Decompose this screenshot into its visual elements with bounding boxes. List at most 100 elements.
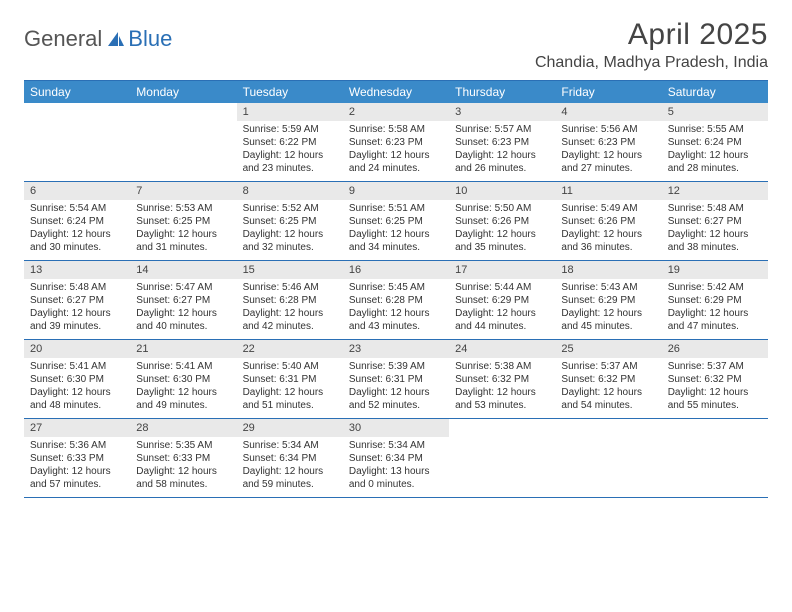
sunrise-line: Sunrise: 5:42 AM bbox=[668, 281, 762, 294]
sunrise-line: Sunrise: 5:53 AM bbox=[136, 202, 230, 215]
week-row: 20Sunrise: 5:41 AMSunset: 6:30 PMDayligh… bbox=[24, 340, 768, 419]
sunrise-line: Sunrise: 5:43 AM bbox=[561, 281, 655, 294]
day-cell: 17Sunrise: 5:44 AMSunset: 6:29 PMDayligh… bbox=[449, 261, 555, 339]
sunset-line: Sunset: 6:29 PM bbox=[668, 294, 762, 307]
day-cell: 13Sunrise: 5:48 AMSunset: 6:27 PMDayligh… bbox=[24, 261, 130, 339]
sunrise-line: Sunrise: 5:52 AM bbox=[243, 202, 337, 215]
daylight-line: Daylight: 12 hours and 52 minutes. bbox=[349, 386, 443, 412]
sunset-line: Sunset: 6:31 PM bbox=[243, 373, 337, 386]
day-body: Sunrise: 5:51 AMSunset: 6:25 PMDaylight:… bbox=[343, 200, 449, 258]
daylight-line: Daylight: 12 hours and 31 minutes. bbox=[136, 228, 230, 254]
sunrise-line: Sunrise: 5:51 AM bbox=[349, 202, 443, 215]
week-row: 27Sunrise: 5:36 AMSunset: 6:33 PMDayligh… bbox=[24, 419, 768, 498]
day-cell bbox=[449, 419, 555, 497]
sunset-line: Sunset: 6:22 PM bbox=[243, 136, 337, 149]
daylight-line: Daylight: 12 hours and 36 minutes. bbox=[561, 228, 655, 254]
day-cell: 19Sunrise: 5:42 AMSunset: 6:29 PMDayligh… bbox=[662, 261, 768, 339]
daylight-line: Daylight: 12 hours and 54 minutes. bbox=[561, 386, 655, 412]
sunset-line: Sunset: 6:26 PM bbox=[561, 215, 655, 228]
day-body: Sunrise: 5:45 AMSunset: 6:28 PMDaylight:… bbox=[343, 279, 449, 337]
day-body bbox=[24, 119, 130, 125]
day-number: 25 bbox=[555, 340, 661, 358]
sunrise-line: Sunrise: 5:48 AM bbox=[668, 202, 762, 215]
logo: General Blue bbox=[24, 18, 172, 52]
day-number: 19 bbox=[662, 261, 768, 279]
day-number bbox=[662, 419, 768, 435]
day-number bbox=[555, 419, 661, 435]
daylight-line: Daylight: 13 hours and 0 minutes. bbox=[349, 465, 443, 491]
day-body: Sunrise: 5:46 AMSunset: 6:28 PMDaylight:… bbox=[237, 279, 343, 337]
sunset-line: Sunset: 6:26 PM bbox=[455, 215, 549, 228]
day-cell: 11 Sunrise: 5:49 AMSunset: 6:26 PMDayligh… bbox=[555, 182, 661, 260]
day-body bbox=[662, 435, 768, 441]
sunset-line: Sunset: 6:23 PM bbox=[561, 136, 655, 149]
day-cell: 15Sunrise: 5:46 AMSunset: 6:28 PMDayligh… bbox=[237, 261, 343, 339]
day-cell: 9Sunrise: 5:51 AMSunset: 6:25 PMDaylight… bbox=[343, 182, 449, 260]
daylight-line: Daylight: 12 hours and 53 minutes. bbox=[455, 386, 549, 412]
daylight-line: Daylight: 12 hours and 38 minutes. bbox=[668, 228, 762, 254]
daylight-line: Daylight: 12 hours and 42 minutes. bbox=[243, 307, 337, 333]
weekday-header: Tuesday bbox=[237, 81, 343, 103]
daylight-line: Daylight: 12 hours and 27 minutes. bbox=[561, 149, 655, 175]
week-row: 1Sunrise: 5:59 AMSunset: 6:22 PMDaylight… bbox=[24, 103, 768, 182]
day-cell: 6Sunrise: 5:54 AMSunset: 6:24 PMDaylight… bbox=[24, 182, 130, 260]
daylight-line: Daylight: 12 hours and 30 minutes. bbox=[30, 228, 124, 254]
day-body: Sunrise: 5:52 AMSunset: 6:25 PMDaylight:… bbox=[237, 200, 343, 258]
sunrise-line: Sunrise: 5:37 AM bbox=[668, 360, 762, 373]
day-body: Sunrise: 5:58 AMSunset: 6:23 PMDaylight:… bbox=[343, 121, 449, 179]
sunrise-line: Sunrise: 5:47 AM bbox=[136, 281, 230, 294]
daylight-line: Daylight: 12 hours and 24 minutes. bbox=[349, 149, 443, 175]
logo-text-blue: Blue bbox=[128, 26, 172, 52]
day-cell: 12Sunrise: 5:48 AMSunset: 6:27 PMDayligh… bbox=[662, 182, 768, 260]
sunset-line: Sunset: 6:27 PM bbox=[668, 215, 762, 228]
location-subtitle: Chandia, Madhya Pradesh, India bbox=[535, 54, 768, 72]
sunset-line: Sunset: 6:34 PM bbox=[243, 452, 337, 465]
day-cell: 16Sunrise: 5:45 AMSunset: 6:28 PMDayligh… bbox=[343, 261, 449, 339]
daylight-line: Daylight: 12 hours and 59 minutes. bbox=[243, 465, 337, 491]
day-number: 23 bbox=[343, 340, 449, 358]
weekday-header: Sunday bbox=[24, 81, 130, 103]
daylight-line: Daylight: 12 hours and 49 minutes. bbox=[136, 386, 230, 412]
day-number: 26 bbox=[662, 340, 768, 358]
sunset-line: Sunset: 6:32 PM bbox=[455, 373, 549, 386]
day-body: Sunrise: 5:42 AMSunset: 6:29 PMDaylight:… bbox=[662, 279, 768, 337]
sunset-line: Sunset: 6:33 PM bbox=[30, 452, 124, 465]
day-number: 15 bbox=[237, 261, 343, 279]
daylight-line: Daylight: 12 hours and 57 minutes. bbox=[30, 465, 124, 491]
day-body: Sunrise: 5:50 AMSunset: 6:26 PMDaylight:… bbox=[449, 200, 555, 258]
daylight-line: Daylight: 12 hours and 23 minutes. bbox=[243, 149, 337, 175]
sunset-line: Sunset: 6:32 PM bbox=[668, 373, 762, 386]
day-number bbox=[449, 419, 555, 435]
day-body: Sunrise: 5:57 AMSunset: 6:23 PMDaylight:… bbox=[449, 121, 555, 179]
daylight-line: Daylight: 12 hours and 51 minutes. bbox=[243, 386, 337, 412]
sunset-line: Sunset: 6:23 PM bbox=[455, 136, 549, 149]
day-number: 11 bbox=[555, 182, 661, 200]
week-row: 6Sunrise: 5:54 AMSunset: 6:24 PMDaylight… bbox=[24, 182, 768, 261]
calendar: SundayMondayTuesdayWednesdayThursdayFrid… bbox=[24, 80, 768, 498]
day-body: Sunrise: 5:35 AMSunset: 6:33 PMDaylight:… bbox=[130, 437, 236, 495]
header: General Blue April 2025 Chandia, Madhya … bbox=[24, 18, 768, 72]
sunrise-line: Sunrise: 5:37 AM bbox=[561, 360, 655, 373]
sunrise-line: Sunrise: 5:56 AM bbox=[561, 123, 655, 136]
title-block: April 2025 Chandia, Madhya Pradesh, Indi… bbox=[535, 18, 768, 72]
day-cell: 3Sunrise: 5:57 AMSunset: 6:23 PMDaylight… bbox=[449, 103, 555, 181]
day-number: 28 bbox=[130, 419, 236, 437]
day-body: Sunrise: 5:56 AMSunset: 6:23 PMDaylight:… bbox=[555, 121, 661, 179]
daylight-line: Daylight: 12 hours and 48 minutes. bbox=[30, 386, 124, 412]
day-body bbox=[130, 119, 236, 125]
sunrise-line: Sunrise: 5:48 AM bbox=[30, 281, 124, 294]
sunrise-line: Sunrise: 5:49 AM bbox=[561, 202, 655, 215]
day-cell: 27Sunrise: 5:36 AMSunset: 6:33 PMDayligh… bbox=[24, 419, 130, 497]
sunset-line: Sunset: 6:28 PM bbox=[243, 294, 337, 307]
sunset-line: Sunset: 6:30 PM bbox=[136, 373, 230, 386]
week-row: 13Sunrise: 5:48 AMSunset: 6:27 PMDayligh… bbox=[24, 261, 768, 340]
sunset-line: Sunset: 6:25 PM bbox=[349, 215, 443, 228]
sunrise-line: Sunrise: 5:54 AM bbox=[30, 202, 124, 215]
day-body: Sunrise: 5:41 AMSunset: 6:30 PMDaylight:… bbox=[130, 358, 236, 416]
sunrise-line: Sunrise: 5:34 AM bbox=[349, 439, 443, 452]
day-number: 4 bbox=[555, 103, 661, 121]
day-number: 29 bbox=[237, 419, 343, 437]
day-cell bbox=[662, 419, 768, 497]
day-body: Sunrise: 5:37 AMSunset: 6:32 PMDaylight:… bbox=[662, 358, 768, 416]
logo-sail-icon bbox=[106, 30, 126, 48]
